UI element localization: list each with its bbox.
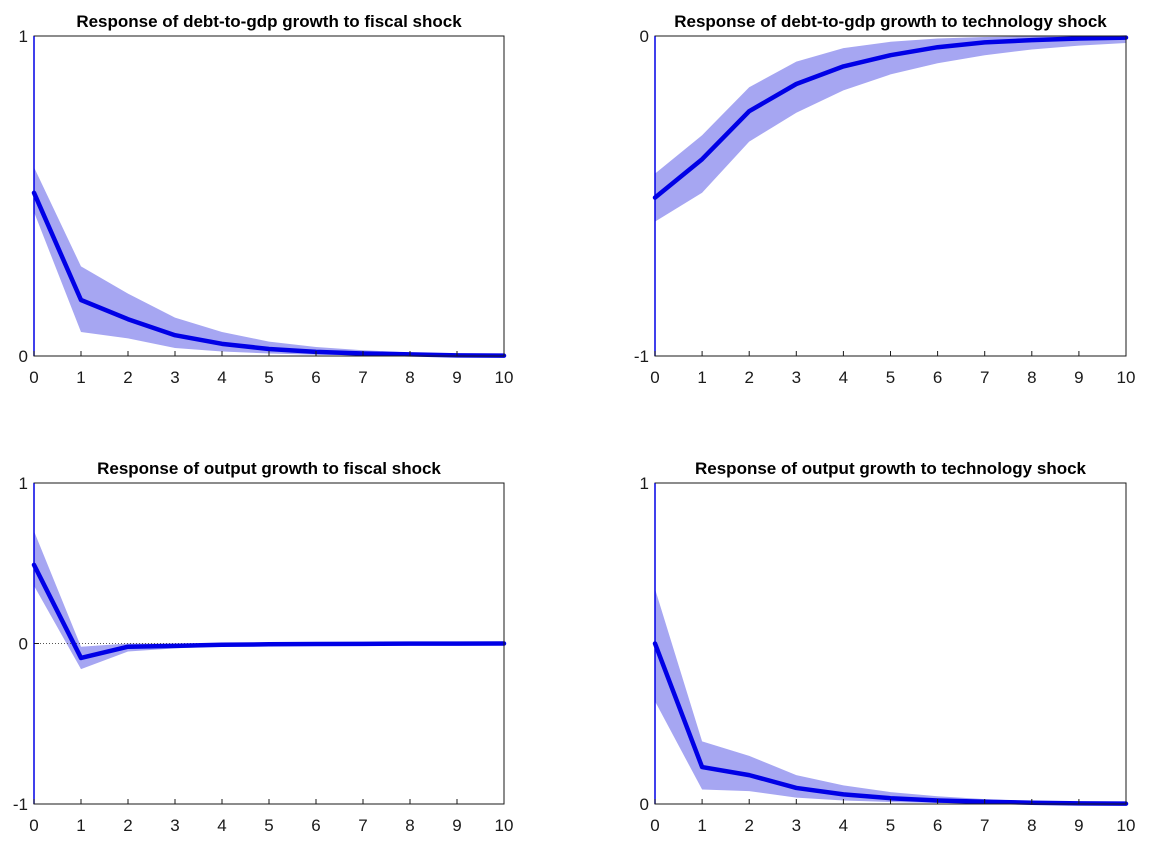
x-tick-label: 9 <box>1074 816 1083 835</box>
x-tick-label: 10 <box>495 368 514 387</box>
x-tick-label: 6 <box>933 368 942 387</box>
x-tick-label: 10 <box>1117 816 1136 835</box>
x-tick-label: 5 <box>886 816 895 835</box>
x-tick-label: 10 <box>1117 368 1136 387</box>
x-tick-label: 5 <box>264 816 273 835</box>
x-tick-label: 3 <box>792 816 801 835</box>
chart-title: Response of debt-to-gdp growth to fiscal… <box>76 12 462 31</box>
response-line <box>31 562 507 661</box>
x-tick-label: 9 <box>452 368 461 387</box>
x-tick-label: 8 <box>405 368 414 387</box>
x-tick-label: 2 <box>123 368 132 387</box>
x-tick-label: 4 <box>217 816 226 835</box>
x-tick-label: 7 <box>358 816 367 835</box>
x-tick-label: 3 <box>170 368 179 387</box>
x-tick-label: 7 <box>980 816 989 835</box>
y-tick-label: 0 <box>640 27 649 46</box>
x-tick-label: 6 <box>933 816 942 835</box>
x-tick-label: 5 <box>264 368 273 387</box>
confidence-band <box>655 36 1126 222</box>
chart-panel-3: Response of output growth to fiscal shoc… <box>13 459 514 835</box>
x-tick-label: 6 <box>311 368 320 387</box>
x-tick-label: 0 <box>650 816 659 835</box>
y-tick-label: 1 <box>640 474 649 493</box>
x-tick-label: 4 <box>839 368 848 387</box>
x-tick-label: 2 <box>744 368 753 387</box>
x-tick-label: 0 <box>29 368 38 387</box>
x-tick-label: 3 <box>170 816 179 835</box>
y-tick-label: 0 <box>19 635 28 654</box>
x-tick-label: 4 <box>217 368 226 387</box>
confidence-band <box>34 531 504 670</box>
x-tick-label: 8 <box>1027 368 1036 387</box>
y-tick-label: -1 <box>634 347 649 366</box>
y-tick-label: 1 <box>19 27 28 46</box>
x-tick-label: 4 <box>839 816 848 835</box>
x-tick-label: 2 <box>744 816 753 835</box>
x-tick-label: 9 <box>452 816 461 835</box>
x-tick-label: 10 <box>495 816 514 835</box>
x-tick-label: 6 <box>311 816 320 835</box>
chart-title: Response of output growth to technology … <box>695 459 1087 478</box>
x-tick-label: 8 <box>1027 816 1036 835</box>
x-tick-label: 0 <box>650 368 659 387</box>
chart-panel-4: Response of output growth to technology … <box>640 459 1136 835</box>
y-tick-label: 1 <box>19 474 28 493</box>
y-tick-label: -1 <box>13 795 28 814</box>
x-tick-label: 1 <box>76 368 85 387</box>
y-tick-label: 0 <box>640 795 649 814</box>
chart-panel-1: Response of debt-to-gdp growth to fiscal… <box>19 12 514 387</box>
x-tick-label: 9 <box>1074 368 1083 387</box>
x-tick-label: 2 <box>123 816 132 835</box>
confidence-band <box>655 588 1126 804</box>
x-tick-label: 8 <box>405 816 414 835</box>
x-tick-label: 0 <box>29 816 38 835</box>
plot-frame <box>654 35 1127 357</box>
confidence-band <box>34 167 504 356</box>
x-tick-label: 1 <box>697 816 706 835</box>
x-tick-label: 5 <box>886 368 895 387</box>
chart-title: Response of debt-to-gdp growth to techno… <box>674 12 1107 31</box>
chart-title: Response of output growth to fiscal shoc… <box>97 459 441 478</box>
x-tick-label: 7 <box>358 368 367 387</box>
x-tick-label: 3 <box>792 368 801 387</box>
x-tick-label: 7 <box>980 368 989 387</box>
y-tick-label: 0 <box>19 347 28 366</box>
chart-panel-2: Response of debt-to-gdp growth to techno… <box>634 12 1136 387</box>
x-tick-label: 1 <box>76 816 85 835</box>
x-tick-label: 1 <box>697 368 706 387</box>
